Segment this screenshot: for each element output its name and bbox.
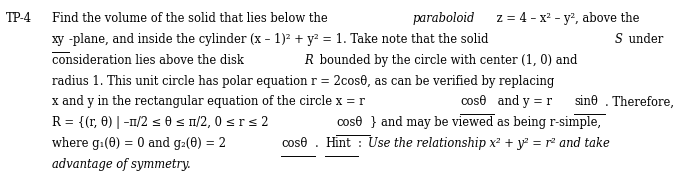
- Text: radius 1. This unit circle has polar equation r = 2cosθ, as can be verified by r: radius 1. This unit circle has polar equ…: [52, 75, 555, 88]
- Text: cosθ: cosθ: [460, 95, 486, 108]
- Text: R = {(r, θ) | –π/2 ≤ θ ≤ π/2, 0 ≤ r ≤ 2: R = {(r, θ) | –π/2 ≤ θ ≤ π/2, 0 ≤ r ≤ 2: [52, 116, 272, 129]
- Text: under: under: [625, 33, 663, 46]
- Text: Use the relationship x² + y² = r² and take: Use the relationship x² + y² = r² and ta…: [368, 137, 610, 150]
- Text: z = 4 – x² – y², above the: z = 4 – x² – y², above the: [493, 12, 639, 25]
- Text: S: S: [615, 33, 623, 46]
- Text: sinθ: sinθ: [574, 95, 598, 108]
- Text: -plane, and inside the cylinder (x – 1)² + y² = 1. Take note that the solid: -plane, and inside the cylinder (x – 1)²…: [69, 33, 492, 46]
- Text: R: R: [304, 54, 313, 67]
- Text: cosθ: cosθ: [281, 137, 308, 150]
- Text: paraboloid: paraboloid: [413, 12, 475, 25]
- Text: .: .: [316, 137, 322, 150]
- Text: Find the volume of the solid that lies below the: Find the volume of the solid that lies b…: [52, 12, 332, 25]
- Text: . Therefore,: . Therefore,: [605, 95, 673, 108]
- Text: x and y in the rectangular equation of the circle x = r: x and y in the rectangular equation of t…: [52, 95, 368, 108]
- Text: consideration lies above the disk: consideration lies above the disk: [52, 54, 247, 67]
- Text: bounded by the circle with center (1, 0) and: bounded by the circle with center (1, 0)…: [316, 54, 577, 67]
- Text: xy: xy: [52, 33, 65, 46]
- Text: where g₁(θ) = 0 and g₂(θ) = 2: where g₁(θ) = 0 and g₂(θ) = 2: [52, 137, 230, 150]
- Text: } and may be viewed as being r-simple,: } and may be viewed as being r-simple,: [370, 116, 601, 129]
- Text: and y = r: and y = r: [494, 95, 556, 108]
- Text: cosθ: cosθ: [336, 116, 363, 129]
- Text: advantage of symmetry.: advantage of symmetry.: [52, 158, 190, 171]
- Text: Hint: Hint: [325, 137, 350, 150]
- Text: TP-4: TP-4: [6, 12, 31, 25]
- Text: :: :: [358, 137, 366, 150]
